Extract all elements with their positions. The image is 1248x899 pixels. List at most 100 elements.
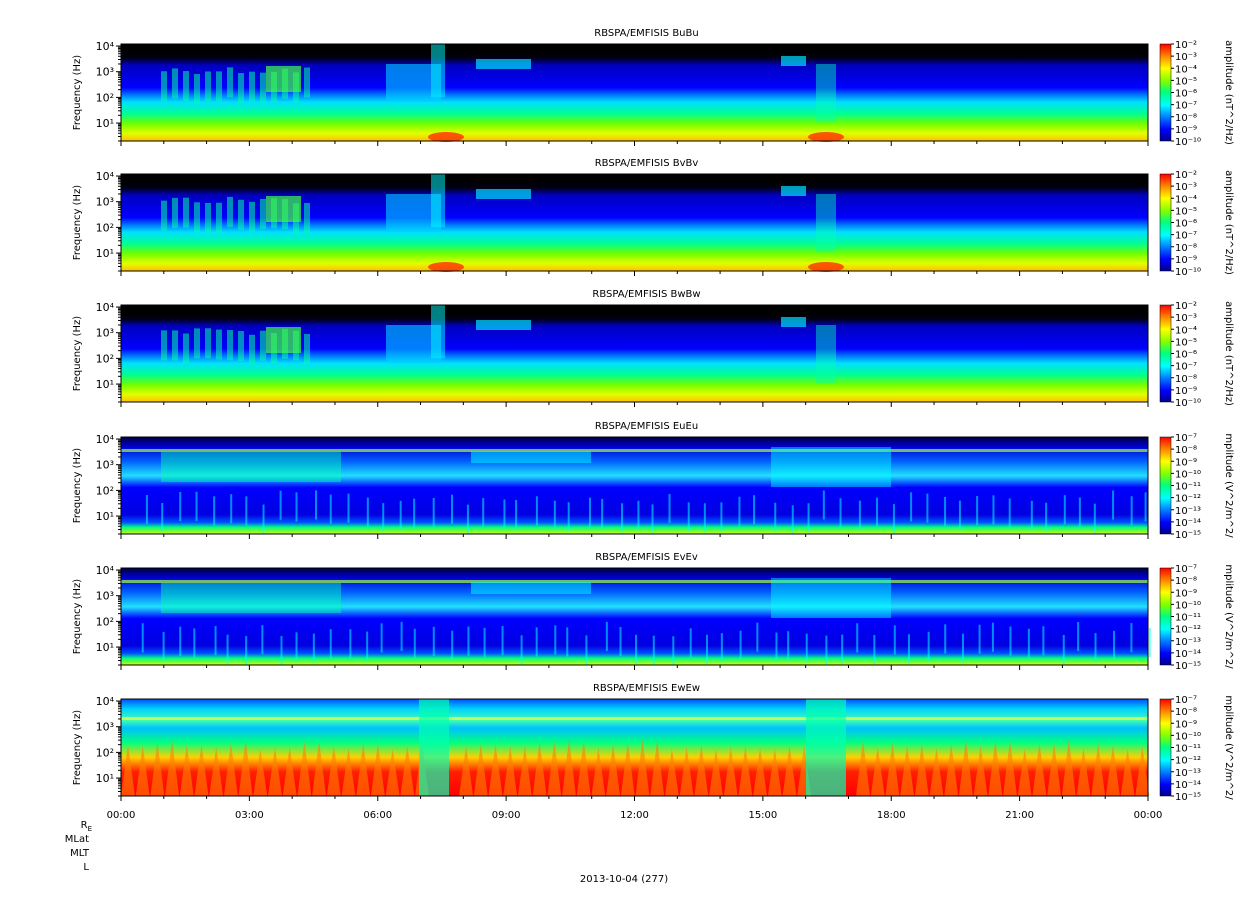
- emission-lobe: [900, 745, 915, 796]
- y-tick-label: 10⁴: [96, 170, 115, 183]
- emission-lobe: [356, 743, 371, 796]
- emission-spike: [413, 628, 416, 658]
- colorbar-tick-label: 10⁻²: [1175, 301, 1197, 312]
- emission-spike: [976, 495, 979, 526]
- x-tick-label: 09:00: [492, 810, 521, 821]
- colorbar-tick-label: 10⁻⁷: [1175, 362, 1197, 373]
- colorbar-tick-label: 10⁻⁷: [1175, 433, 1197, 444]
- emission-lobe: [1047, 743, 1062, 796]
- emission-spike: [756, 622, 759, 652]
- colorbar: [1159, 698, 1172, 797]
- colorbar-tick-label: 10⁻¹⁰: [1175, 267, 1201, 278]
- emission-lobe: [370, 743, 385, 796]
- colorbar-tick-label: 10⁻²: [1175, 170, 1197, 181]
- emission-lobe: [268, 746, 282, 796]
- y-tick-label: 10¹: [96, 247, 114, 260]
- emission-spike: [1027, 628, 1030, 658]
- emission-lobe: [856, 740, 870, 796]
- emission-spike: [432, 498, 435, 528]
- emission-spike: [295, 632, 298, 662]
- x-tick-label: 00:00: [1134, 810, 1163, 821]
- emission-spike: [279, 490, 282, 520]
- emission-spike: [213, 496, 216, 526]
- y-tick-label: 10²: [96, 91, 114, 104]
- emission-spike: [515, 499, 518, 530]
- emission-spike: [329, 494, 332, 524]
- emission-spike: [230, 494, 233, 524]
- emission-lobe: [885, 742, 900, 796]
- x-tick-label: 12:00: [620, 810, 649, 821]
- emission-spike: [567, 502, 570, 532]
- emission-spike: [451, 630, 454, 660]
- no-data-region: [121, 44, 1148, 54]
- emission-band: [476, 59, 531, 69]
- colorbar-tick-label: 10⁻³: [1175, 52, 1197, 63]
- emission-spike: [753, 495, 756, 525]
- emission-spike: [739, 630, 742, 660]
- y-tick-label: 10⁴: [96, 40, 115, 53]
- emission-lobe: [1061, 739, 1076, 796]
- emission-spike: [907, 634, 910, 664]
- emission-spike: [520, 635, 523, 665]
- emission-band: [205, 202, 211, 233]
- emission-spike: [893, 625, 896, 655]
- emission-band: [304, 333, 310, 364]
- colorbar-tick-label: 10⁻¹⁰: [1175, 137, 1201, 148]
- spectrogram-panel: RBSPA/EMFISIS BvBv 10⁴ 10³ 10² 10¹ Frequency …: [72, 158, 1234, 278]
- emission-spike: [944, 496, 947, 527]
- emission-lobe: [326, 745, 341, 796]
- emission-band: [238, 199, 244, 230]
- emission-band: [476, 189, 531, 199]
- colorbar-tick-label: 10⁻⁹: [1175, 125, 1197, 136]
- colorbar-tick-label: 10⁻⁷: [1175, 564, 1197, 575]
- emission-band: [172, 68, 178, 99]
- emission-spike: [703, 503, 706, 533]
- emission-spike: [1008, 498, 1011, 528]
- emission-spike: [195, 491, 198, 521]
- emission-spike: [926, 493, 929, 523]
- y-tick-label: 10³: [96, 66, 114, 79]
- emission-lobe: [635, 739, 650, 796]
- colorbar-tick-label: 10⁻⁵: [1175, 206, 1197, 217]
- emission-band: [161, 330, 167, 361]
- ephem-l-label: L: [83, 862, 89, 873]
- y-tick-label: 10²: [96, 221, 114, 234]
- emission-spike: [839, 498, 842, 528]
- emission-band: [476, 320, 531, 330]
- emission-lobe: [723, 746, 738, 796]
- emission-blob: [428, 262, 464, 272]
- emission-lobe: [753, 747, 768, 796]
- emission-spike: [399, 500, 402, 530]
- emission-lobe: [988, 740, 1003, 796]
- emission-line: [121, 580, 1148, 583]
- emission-spike: [856, 623, 859, 653]
- emission-lobe: [253, 748, 268, 796]
- emission-spike: [1063, 495, 1066, 525]
- emission-spike: [1030, 500, 1033, 530]
- y-tick-label: 10¹: [96, 117, 114, 130]
- colorbar-tick-label: 10⁻⁶: [1175, 219, 1197, 230]
- spectrogram-image: [121, 568, 1148, 665]
- spectrogram-texture: [121, 699, 1150, 796]
- y-tick-label: 10¹: [96, 510, 114, 523]
- emission-spike: [483, 627, 486, 657]
- emission-band: [194, 202, 200, 233]
- emission-line: [121, 449, 1148, 452]
- colorbar-tick-label: 10⁻¹⁰: [1175, 600, 1201, 611]
- emission-spike: [432, 626, 435, 656]
- colorbar-tick-label: 10⁻¹⁴: [1175, 780, 1201, 791]
- emission-spike: [672, 636, 675, 666]
- emission-band: [249, 71, 255, 102]
- emission-band: [260, 72, 266, 103]
- emission-band: [771, 578, 891, 618]
- emission-lobe: [709, 748, 723, 796]
- y-tick-label: 10³: [96, 459, 114, 472]
- emission-spike: [382, 503, 385, 533]
- emission-lobe: [223, 743, 238, 796]
- emission-band: [161, 583, 341, 613]
- emission-blob: [808, 262, 844, 272]
- colorbar-tick-label: 10⁻¹³: [1175, 768, 1201, 779]
- emission-lobe: [165, 740, 180, 796]
- emission-lobe: [914, 743, 929, 796]
- emission-spike: [588, 497, 591, 527]
